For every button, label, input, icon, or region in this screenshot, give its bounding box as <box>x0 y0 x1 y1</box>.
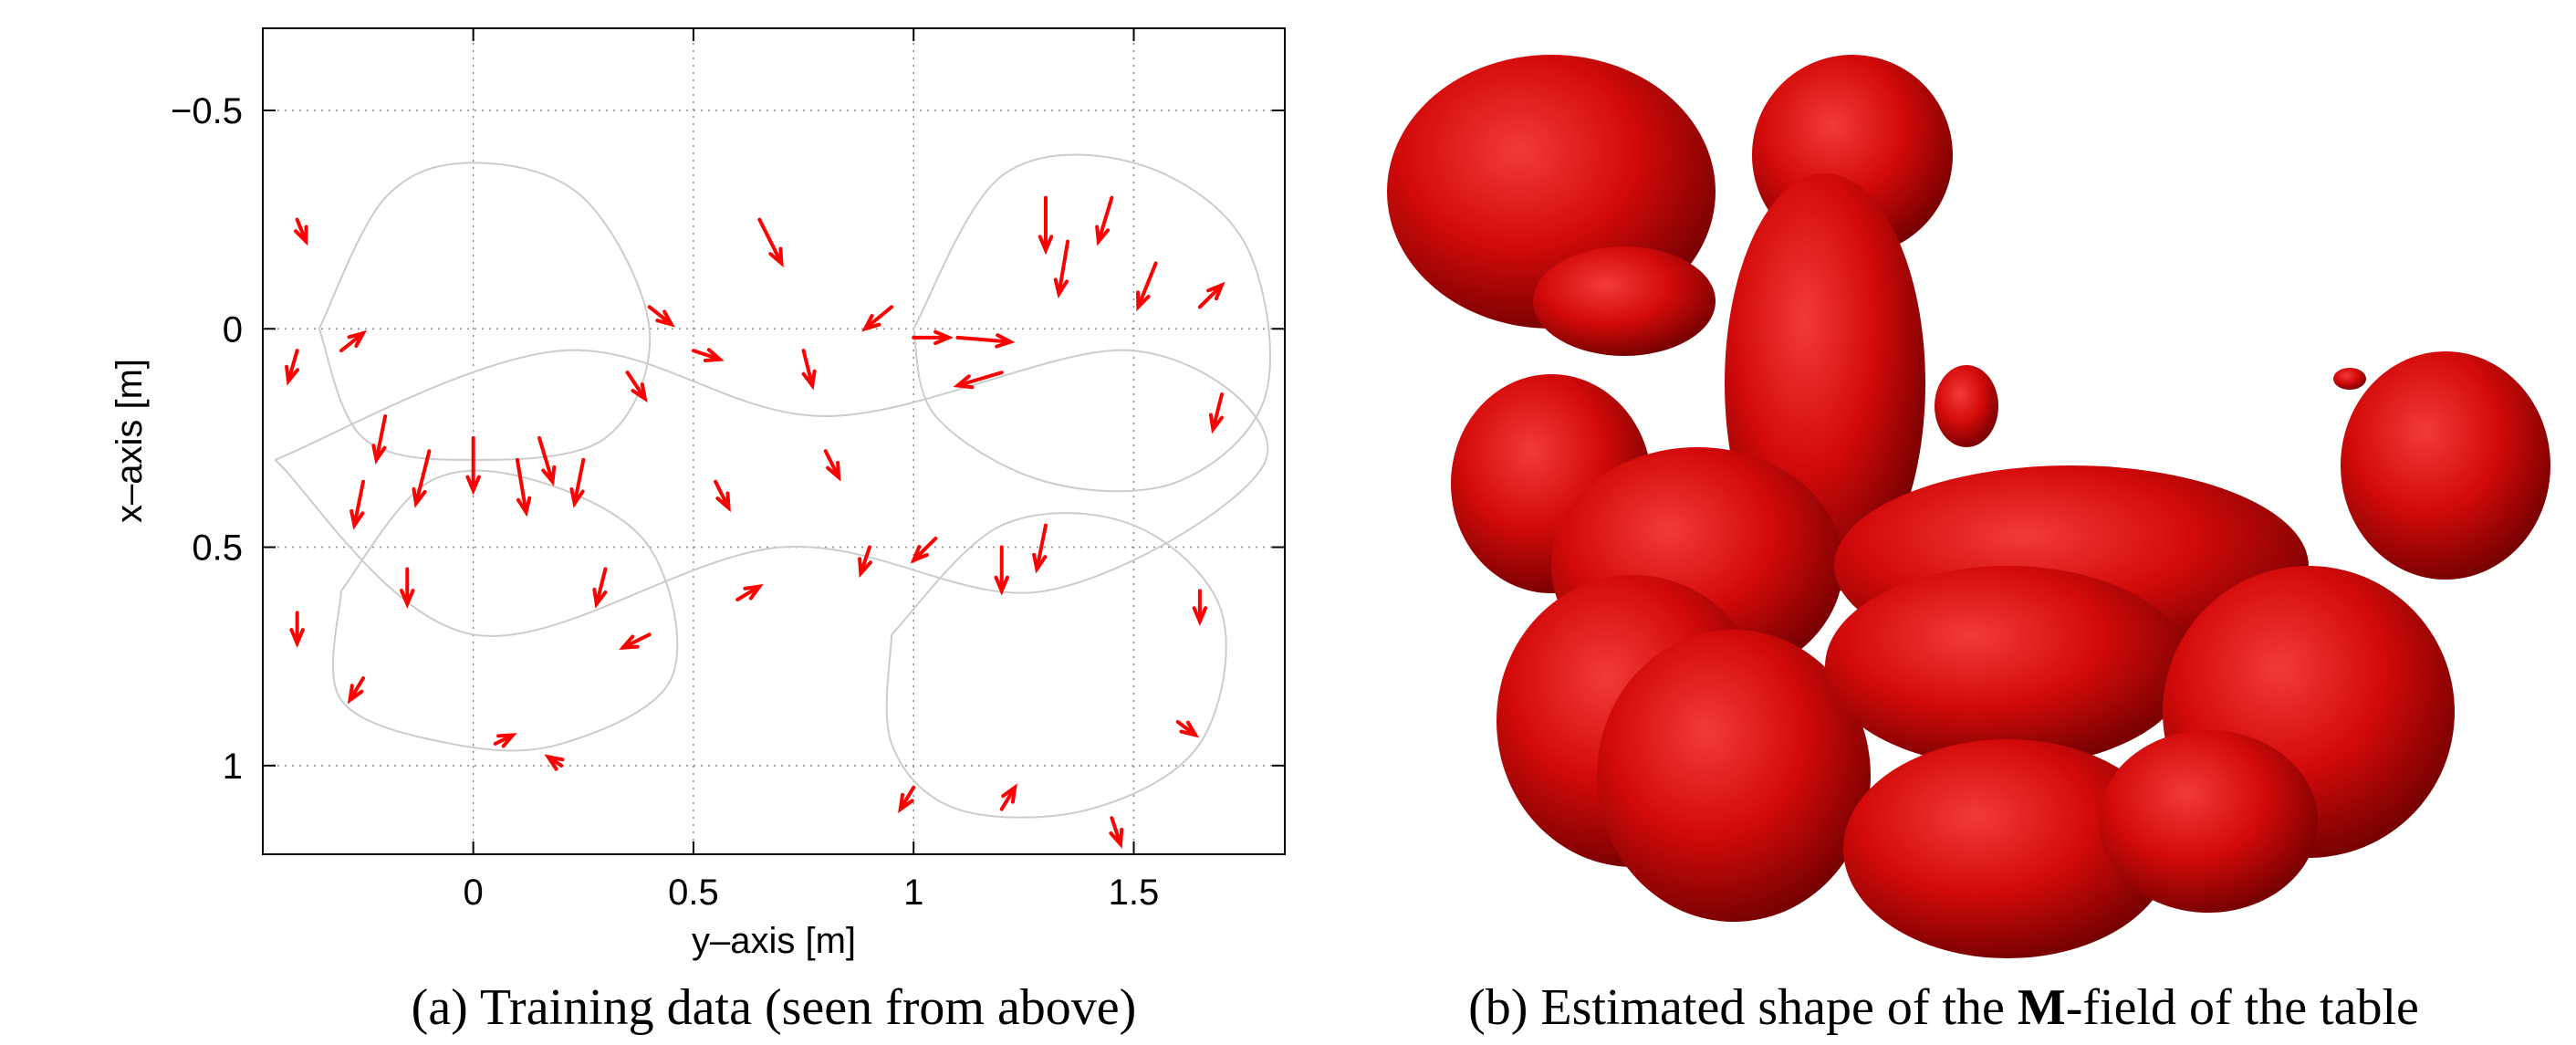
caption-b-end: -field of the table <box>2066 979 2419 1036</box>
arrow <box>625 371 648 403</box>
trajectory <box>913 153 1271 493</box>
arrow <box>1197 281 1225 309</box>
arrow <box>1095 195 1114 246</box>
x-axis-label: y–axis [m] <box>692 921 856 961</box>
arrow <box>757 217 784 268</box>
arrow <box>289 611 305 648</box>
arrow <box>955 333 1016 349</box>
x-tick-label: 1 <box>903 873 923 913</box>
arrow <box>293 217 308 246</box>
arrow <box>1208 392 1224 434</box>
arrow <box>1053 239 1070 299</box>
y-tick-label: −0.5 <box>171 91 243 131</box>
y-axis-label: x–axis [m] <box>110 359 150 523</box>
arrow <box>400 567 415 609</box>
arrow <box>1032 523 1048 574</box>
arrow <box>1038 195 1054 256</box>
arrow <box>912 329 954 346</box>
plot-area <box>263 28 1285 854</box>
arrow <box>339 329 368 353</box>
x-tick-label: 0 <box>464 873 484 913</box>
trajectory <box>318 162 652 461</box>
arrow <box>569 457 586 508</box>
arrow <box>801 349 817 391</box>
caption-b-bold: M <box>2018 979 2066 1036</box>
arrow <box>1175 719 1200 738</box>
arrow <box>371 413 388 465</box>
arrow <box>537 435 557 486</box>
x-tick-label: 0.5 <box>668 873 719 913</box>
arrow <box>465 435 481 496</box>
arrow <box>493 733 517 748</box>
y-tick-label: 0.5 <box>192 528 243 569</box>
arrow <box>994 545 1009 596</box>
arrow <box>647 305 675 328</box>
arrow <box>349 479 366 530</box>
arrow <box>953 371 1004 390</box>
caption-b-start: (b) Estimated shape of the <box>1468 979 2018 1036</box>
y-tick-label: 0 <box>223 309 243 350</box>
arrow <box>898 785 916 814</box>
y-tick-label: 1 <box>223 747 243 787</box>
arrow <box>691 348 725 363</box>
arrow <box>1136 261 1158 312</box>
trajectory <box>885 512 1227 819</box>
arrow <box>823 449 841 482</box>
arrow <box>910 536 938 564</box>
trajectory <box>331 469 679 752</box>
arrow <box>1192 589 1208 627</box>
arrow <box>592 567 608 609</box>
arrow <box>412 449 432 508</box>
arrow <box>1109 816 1124 849</box>
caption-b: (b) Estimated shape of the M-field of th… <box>1468 979 2419 1036</box>
arrow <box>735 584 764 601</box>
arrow <box>347 676 366 705</box>
arrow <box>999 783 1017 811</box>
x-tick-label: 1.5 <box>1109 873 1160 913</box>
arrow <box>285 349 300 386</box>
arrow <box>544 754 565 771</box>
arrow <box>714 479 731 513</box>
plot-frame <box>262 27 1286 855</box>
arrow <box>515 457 532 517</box>
m-field-render <box>1387 55 2550 958</box>
trajectory <box>274 349 1269 637</box>
arrow <box>619 632 652 650</box>
caption-a: (a) Training data (seen from above) <box>412 979 1137 1036</box>
arrow <box>858 545 872 579</box>
arrow <box>861 305 894 332</box>
